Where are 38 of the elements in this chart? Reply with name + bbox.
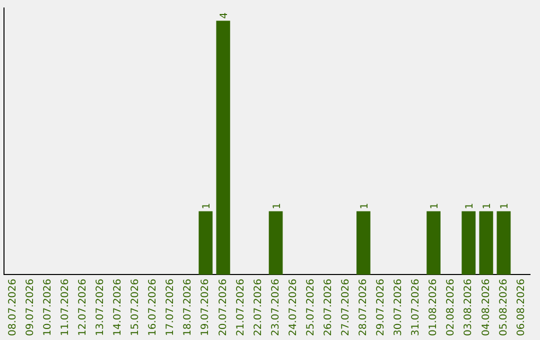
x-tick-label: 18.07.2026	[182, 278, 194, 336]
x-tick-label: 16.07.2026	[148, 278, 159, 336]
x-tick-label: 24.07.2026	[288, 278, 299, 336]
x-tick-label: 20.07.2026	[218, 278, 229, 336]
data-label: 1	[202, 202, 213, 210]
x-tick-label: 06.08.2026	[516, 278, 527, 336]
x-tick-label: 09.07.2026	[24, 278, 36, 336]
x-tick-label: 05.08.2026	[498, 278, 510, 336]
x-tick-label: 11.07.2026	[60, 278, 71, 336]
data-label: 1	[482, 202, 494, 210]
x-tick-label: 12.07.2026	[77, 278, 88, 336]
x-tick-label: 25.07.2026	[305, 278, 316, 336]
data-label: 1	[359, 202, 370, 210]
data-label: 1	[430, 202, 441, 210]
x-tick-label: 03.08.2026	[463, 278, 474, 336]
x-tick-label: 26.07.2026	[322, 278, 334, 336]
x-tick-label: 13.07.2026	[95, 278, 106, 336]
x-tick-label: 28.07.2026	[358, 278, 370, 336]
x-tick-label: 23.07.2026	[270, 278, 282, 336]
x-tick-label: 10.07.2026	[42, 278, 54, 336]
data-label: 1	[272, 202, 283, 210]
x-tick-label: 27.07.2026	[340, 278, 352, 336]
data-label: 1	[500, 202, 511, 210]
x-tick-label: 31.07.2026	[410, 278, 422, 336]
x-tick-label: 14.07.2026	[112, 278, 124, 336]
data-label: 4	[219, 12, 230, 19]
x-tick-label: 01.08.2026	[428, 278, 440, 336]
x-tick-label: 19.07.2026	[200, 278, 212, 336]
x-tick-label: 15.07.2026	[130, 278, 142, 336]
data-label: 1	[464, 202, 476, 210]
x-tick-label: 02.08.2026	[446, 278, 457, 336]
x-tick-label: 21.07.2026	[235, 278, 246, 336]
x-tick-label: 30.07.2026	[393, 278, 404, 336]
x-tick-label: 22.07.2026	[252, 278, 264, 336]
x-tick-label: 08.07.2026	[7, 278, 18, 336]
x-tick-label: 29.07.2026	[376, 278, 387, 336]
x-tick-label: 17.07.2026	[165, 278, 176, 336]
x-tick-label: 04.08.2026	[480, 278, 492, 336]
